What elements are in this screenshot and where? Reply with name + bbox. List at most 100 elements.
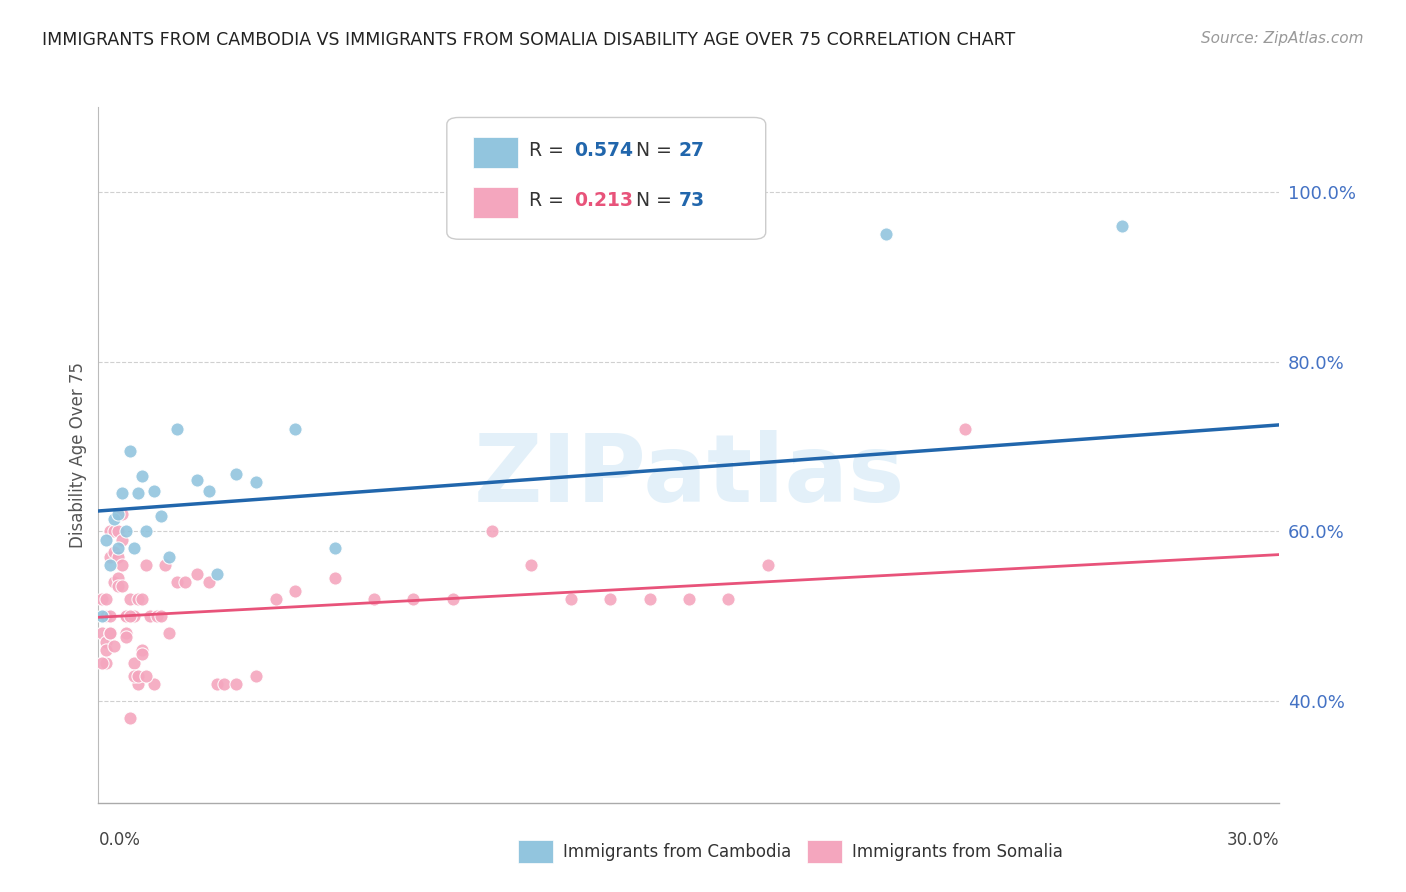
Point: [205, 566, 228, 581]
Point: [205, 677, 228, 691]
Point: [717, 592, 740, 607]
Point: [96, 592, 118, 607]
Point: [98, 524, 121, 539]
Point: [98, 549, 121, 564]
Point: [107, 508, 129, 522]
Point: [264, 592, 287, 607]
Y-axis label: Disability Age Over 75: Disability Age Over 75: [69, 362, 87, 548]
Point: [107, 541, 129, 556]
FancyBboxPatch shape: [472, 137, 517, 169]
Point: [157, 626, 180, 640]
Point: [127, 677, 149, 691]
Text: 0.574: 0.574: [575, 141, 633, 161]
Point: [157, 549, 180, 564]
FancyBboxPatch shape: [807, 840, 842, 863]
Point: [146, 609, 169, 624]
Point: [953, 422, 976, 436]
Point: [166, 422, 188, 436]
Point: [118, 443, 141, 458]
Point: [118, 609, 141, 624]
Point: [131, 592, 153, 607]
Point: [155, 558, 177, 573]
Point: [441, 592, 464, 607]
Point: [111, 558, 134, 573]
Point: [127, 668, 149, 682]
Point: [118, 592, 141, 607]
Point: [115, 631, 138, 645]
Point: [481, 524, 503, 539]
Point: [115, 609, 138, 624]
Point: [245, 668, 267, 682]
Text: 0.0%: 0.0%: [98, 830, 141, 848]
Point: [122, 668, 145, 682]
Point: [197, 575, 219, 590]
Point: [111, 508, 134, 522]
Point: [186, 566, 208, 581]
Point: [197, 483, 219, 498]
Point: [127, 486, 149, 500]
Point: [98, 626, 121, 640]
Point: [98, 609, 121, 624]
Point: [402, 592, 425, 607]
Point: [225, 677, 247, 691]
Text: ZIPatlas: ZIPatlas: [474, 430, 904, 522]
Point: [122, 609, 145, 624]
Point: [103, 511, 125, 525]
FancyBboxPatch shape: [517, 840, 553, 863]
Point: [135, 524, 157, 539]
FancyBboxPatch shape: [472, 187, 517, 219]
Text: N =: N =: [636, 141, 678, 161]
Point: [150, 609, 173, 624]
Point: [1111, 219, 1133, 233]
Text: IMMIGRANTS FROM CAMBODIA VS IMMIGRANTS FROM SOMALIA DISABILITY AGE OVER 75 CORRE: IMMIGRANTS FROM CAMBODIA VS IMMIGRANTS F…: [42, 31, 1015, 49]
Point: [107, 524, 129, 539]
Point: [111, 579, 134, 593]
Point: [107, 571, 129, 585]
Point: [103, 524, 125, 539]
Point: [284, 583, 307, 598]
Text: 27: 27: [678, 141, 704, 161]
Point: [96, 643, 118, 657]
Point: [560, 592, 582, 607]
Text: R =: R =: [530, 192, 571, 211]
Text: Immigrants from Cambodia: Immigrants from Cambodia: [562, 843, 790, 861]
Point: [131, 648, 153, 662]
Text: 0.213: 0.213: [575, 192, 633, 211]
Point: [363, 592, 385, 607]
Point: [111, 486, 134, 500]
Point: [122, 541, 145, 556]
Point: [166, 575, 188, 590]
Point: [103, 639, 125, 653]
Text: R =: R =: [530, 141, 571, 161]
Point: [91, 609, 114, 624]
Point: [875, 227, 897, 242]
Point: [174, 575, 197, 590]
Point: [115, 626, 138, 640]
FancyBboxPatch shape: [447, 118, 766, 239]
Point: [214, 677, 236, 691]
Point: [131, 469, 153, 483]
Text: 73: 73: [678, 192, 704, 211]
Point: [142, 483, 165, 498]
Point: [103, 575, 125, 590]
Text: Source: ZipAtlas.com: Source: ZipAtlas.com: [1201, 31, 1364, 46]
Point: [323, 571, 346, 585]
Point: [96, 533, 118, 547]
Point: [638, 592, 661, 607]
Point: [131, 643, 153, 657]
Point: [599, 592, 621, 607]
Point: [284, 422, 307, 436]
Point: [91, 656, 114, 670]
Point: [520, 558, 543, 573]
Point: [98, 558, 121, 573]
Point: [107, 579, 129, 593]
Point: [107, 549, 129, 564]
Point: [599, 822, 621, 836]
Point: [91, 626, 114, 640]
Point: [135, 668, 157, 682]
Point: [756, 558, 779, 573]
Point: [678, 592, 700, 607]
Point: [323, 541, 346, 556]
Point: [118, 711, 141, 725]
Point: [225, 467, 247, 481]
